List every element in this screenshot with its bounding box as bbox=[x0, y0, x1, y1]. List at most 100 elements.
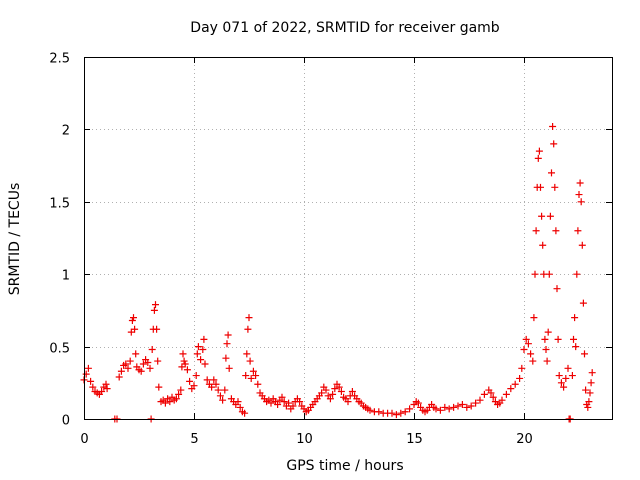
data-point bbox=[548, 169, 555, 177]
data-point bbox=[550, 140, 558, 148]
data-point bbox=[516, 374, 524, 382]
data-point bbox=[222, 354, 230, 362]
data-point bbox=[572, 343, 580, 351]
data-point bbox=[181, 360, 189, 368]
data-point bbox=[551, 183, 559, 191]
data-point bbox=[531, 270, 539, 278]
data-point bbox=[221, 386, 229, 394]
data-point bbox=[267, 399, 275, 407]
data-point bbox=[529, 357, 537, 365]
data-point bbox=[366, 406, 374, 414]
data-point bbox=[154, 357, 162, 365]
data-point bbox=[554, 335, 562, 343]
data-point bbox=[472, 399, 480, 407]
data-point bbox=[579, 299, 587, 307]
data-point bbox=[254, 380, 262, 388]
x-axis-label: GPS time / hours bbox=[286, 458, 403, 474]
data-point bbox=[441, 403, 449, 411]
data-point bbox=[467, 402, 475, 410]
data-point bbox=[216, 392, 224, 400]
data-point bbox=[577, 198, 585, 206]
x-tick-label: 15 bbox=[406, 432, 423, 447]
data-point bbox=[89, 383, 97, 391]
data-point bbox=[197, 356, 205, 364]
plot-area-frame bbox=[84, 57, 613, 420]
x-tick-label: 0 bbox=[80, 432, 88, 447]
data-point bbox=[568, 372, 576, 380]
data-point bbox=[249, 367, 257, 375]
data-point bbox=[489, 393, 497, 401]
data-point bbox=[331, 385, 339, 393]
data-point bbox=[555, 372, 563, 380]
data-point bbox=[179, 350, 187, 358]
data-point bbox=[522, 335, 530, 343]
data-point bbox=[252, 372, 260, 380]
data-point bbox=[348, 387, 356, 395]
data-point bbox=[543, 357, 551, 365]
data-point bbox=[576, 179, 584, 187]
grid bbox=[84, 57, 612, 419]
data-point bbox=[247, 374, 255, 382]
data-point bbox=[553, 285, 561, 293]
data-point bbox=[194, 343, 202, 351]
data-point bbox=[445, 405, 453, 413]
data-point bbox=[329, 390, 337, 398]
y-tick-label: 0.5 bbox=[49, 342, 70, 357]
data-point bbox=[487, 389, 495, 397]
y-tick-label: 0 bbox=[62, 414, 70, 429]
data-point bbox=[335, 383, 343, 391]
data-point bbox=[586, 389, 594, 397]
data-point bbox=[560, 383, 568, 391]
data-point bbox=[537, 183, 544, 191]
data-point bbox=[219, 396, 227, 404]
data-point bbox=[562, 374, 570, 382]
data-point bbox=[571, 314, 579, 322]
data-point bbox=[242, 372, 250, 380]
data-point bbox=[155, 383, 163, 391]
data-point bbox=[538, 212, 546, 220]
data-point bbox=[124, 364, 132, 372]
y-axis-label: SRMTID / TECUs bbox=[7, 183, 23, 296]
data-point bbox=[524, 340, 532, 348]
y-tick-label: 1.5 bbox=[49, 197, 70, 212]
data-point bbox=[224, 331, 232, 339]
data-point bbox=[243, 350, 251, 358]
data-point bbox=[535, 147, 543, 155]
data-point bbox=[285, 399, 293, 407]
data-point bbox=[186, 377, 194, 385]
data-point bbox=[289, 402, 297, 410]
data-point bbox=[511, 380, 519, 388]
data-point bbox=[208, 383, 216, 391]
data-point bbox=[454, 402, 462, 410]
axis-ticks: 0 0.5 1 1.5 2 2.5 0 5 10 15 20 bbox=[49, 52, 612, 447]
data-point bbox=[584, 403, 592, 411]
data-point bbox=[203, 376, 211, 384]
data-point bbox=[126, 357, 134, 365]
data-point bbox=[588, 369, 596, 377]
data-point bbox=[544, 328, 552, 336]
data-point bbox=[570, 335, 577, 343]
data-point bbox=[585, 398, 593, 406]
data-point bbox=[122, 360, 130, 368]
data-point bbox=[225, 364, 233, 372]
x-tick-label: 5 bbox=[190, 432, 198, 447]
data-point bbox=[144, 359, 152, 367]
data-point bbox=[476, 396, 484, 404]
data-point bbox=[241, 409, 249, 417]
data-point bbox=[223, 340, 231, 348]
data-point bbox=[578, 241, 586, 249]
data-point bbox=[541, 335, 549, 343]
data-point bbox=[530, 314, 538, 322]
data-point bbox=[436, 406, 444, 414]
data-point bbox=[139, 360, 147, 368]
data-point bbox=[388, 409, 396, 417]
data-point bbox=[520, 345, 528, 353]
data-point bbox=[82, 370, 90, 378]
data-point bbox=[401, 408, 409, 416]
data-point bbox=[172, 395, 180, 403]
data-point bbox=[581, 350, 588, 358]
data-point bbox=[564, 364, 572, 372]
data-point bbox=[498, 396, 506, 404]
data-point bbox=[337, 387, 345, 395]
